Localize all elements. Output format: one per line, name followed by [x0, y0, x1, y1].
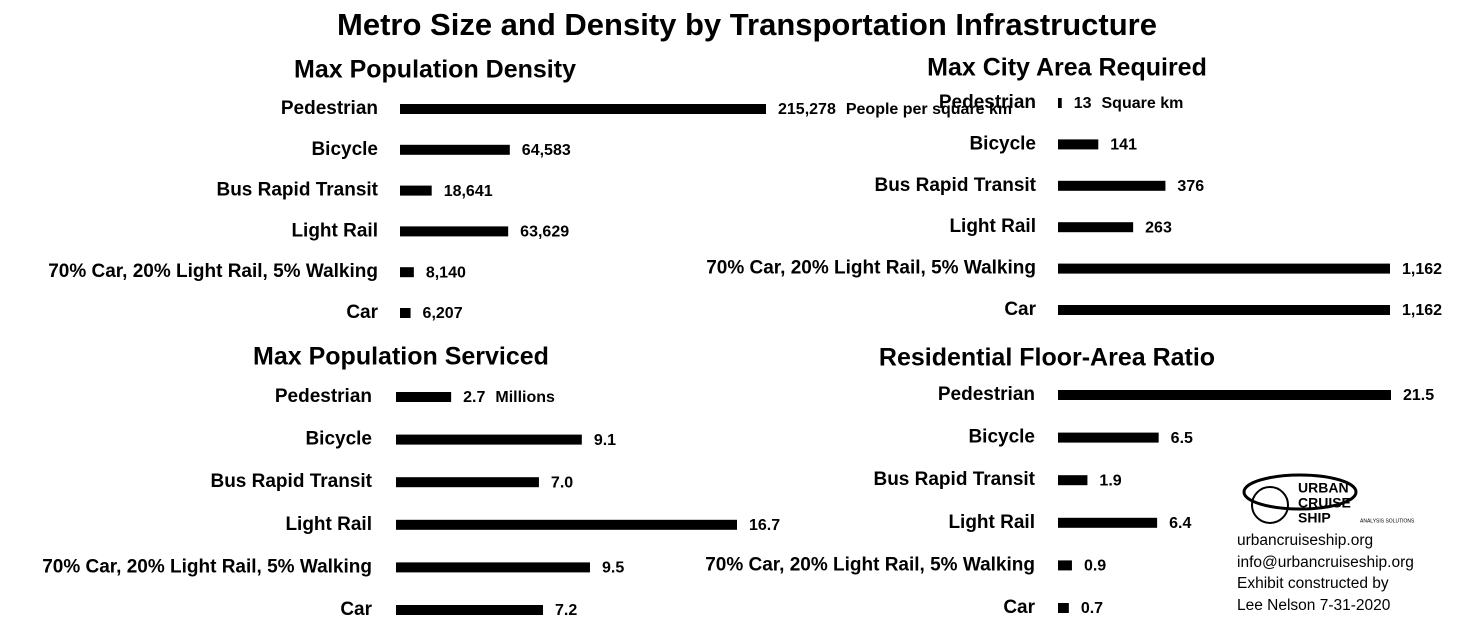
page-title: Metro Size and Density by Transportation… [337, 7, 1157, 42]
bar [1058, 98, 1062, 108]
logo-ring [1242, 473, 1358, 511]
bar [400, 104, 766, 114]
bar [1058, 139, 1099, 150]
category-label: 70% Car, 20% Light Rail, 5% Walking [42, 556, 372, 577]
category-label: Pedestrian [938, 384, 1035, 405]
value-label: 64,583 [522, 142, 571, 159]
bar [396, 519, 737, 530]
chart-subtitle: Max Population Density [294, 56, 576, 84]
value-label: 6.4 [1169, 515, 1191, 532]
footer-line: info@urbancruiseship.org [1237, 554, 1414, 571]
value-label: 215,278 [778, 101, 836, 118]
category-label: 70% Car, 20% Light Rail, 5% Walking [48, 261, 378, 282]
bar [1058, 305, 1390, 315]
category-label: 70% Car, 20% Light Rail, 5% Walking [706, 258, 1036, 279]
category-label: Car [346, 302, 378, 323]
bar [1058, 603, 1069, 613]
value-label: 16.7 [749, 517, 780, 534]
category-label: Car [1003, 597, 1035, 618]
logo-wheel [1251, 486, 1289, 524]
value-label: 376 [1177, 178, 1204, 195]
bar [1058, 475, 1088, 486]
footer-line: Lee Nelson 7-31-2020 [1237, 597, 1391, 614]
value-label: 1.9 [1099, 472, 1121, 489]
bar [400, 226, 509, 237]
footer-line: Exhibit constructed by [1237, 575, 1389, 592]
value-label: 63,629 [520, 224, 569, 241]
bar [1058, 517, 1158, 528]
bar [396, 562, 590, 573]
bar [1058, 180, 1166, 191]
category-label: Bus Rapid Transit [210, 471, 372, 492]
value-label: 13 [1074, 95, 1092, 112]
unit-label: People per square km [846, 101, 1012, 118]
category-label: Bus Rapid Transit [873, 469, 1035, 490]
bar [400, 185, 432, 196]
category-label: Pedestrian [281, 98, 378, 119]
logo-text: SHIP [1298, 510, 1331, 526]
value-label: 263 [1145, 219, 1172, 236]
category-label: Bus Rapid Transit [216, 180, 378, 201]
value-label: 2.7 [463, 389, 485, 406]
category-label: Car [1004, 299, 1036, 320]
bar [400, 267, 414, 278]
bar [396, 477, 539, 488]
category-label: Pedestrian [939, 92, 1036, 113]
value-label: 6,207 [423, 305, 463, 322]
value-label: 9.5 [602, 560, 624, 577]
chart-subtitle: Max City Area Required [927, 54, 1207, 82]
bar [396, 605, 544, 615]
category-label: Bus Rapid Transit [874, 175, 1036, 196]
category-label: 70% Car, 20% Light Rail, 5% Walking [705, 554, 1035, 575]
bar [1058, 432, 1159, 443]
bar [1058, 222, 1134, 233]
bar [396, 392, 452, 402]
chart-subtitle: Max Population Serviced [253, 343, 549, 371]
value-label: 1,162 [1402, 302, 1442, 319]
logo-text: URBAN [1298, 480, 1349, 496]
category-label: Light Rail [285, 514, 372, 535]
footer-line: urbancruiseship.org [1237, 532, 1373, 549]
value-label: 6.5 [1171, 430, 1193, 447]
category-label: Car [340, 599, 372, 620]
value-label: 9.1 [594, 432, 616, 449]
category-label: Light Rail [291, 220, 378, 241]
bar [1058, 263, 1390, 274]
logo: URBAN CRUISE SHIP ANALYSIS SOLUTIONS [1242, 473, 1415, 526]
unit-label: Millions [495, 389, 555, 406]
category-label: Light Rail [949, 216, 1036, 237]
value-label: 0.7 [1081, 600, 1103, 617]
bar [1058, 560, 1072, 571]
value-label: 21.5 [1403, 387, 1434, 404]
chart-subtitle: Residential Floor-Area Ratio [879, 344, 1215, 372]
bar [396, 434, 582, 445]
value-label: 8,140 [426, 264, 466, 281]
category-label: Pedestrian [275, 386, 372, 407]
value-label: 18,641 [444, 183, 493, 200]
value-label: 141 [1110, 137, 1137, 154]
category-label: Bicycle [311, 139, 378, 160]
value-label: 0.9 [1084, 558, 1106, 575]
value-label: 1,162 [1402, 261, 1442, 278]
bar [400, 144, 510, 155]
category-label: Bicycle [305, 429, 372, 450]
logo-text: CRUISE [1298, 495, 1351, 511]
category-label: Bicycle [969, 133, 1036, 154]
unit-label: Square km [1102, 95, 1184, 112]
category-label: Bicycle [968, 427, 1035, 448]
bar [400, 308, 411, 318]
category-label: Light Rail [948, 512, 1035, 533]
value-label: 7.0 [551, 474, 573, 491]
logo-tagline: ANALYSIS SOLUTIONS [1360, 518, 1415, 524]
bar [1058, 390, 1391, 400]
value-label: 7.2 [555, 602, 577, 619]
